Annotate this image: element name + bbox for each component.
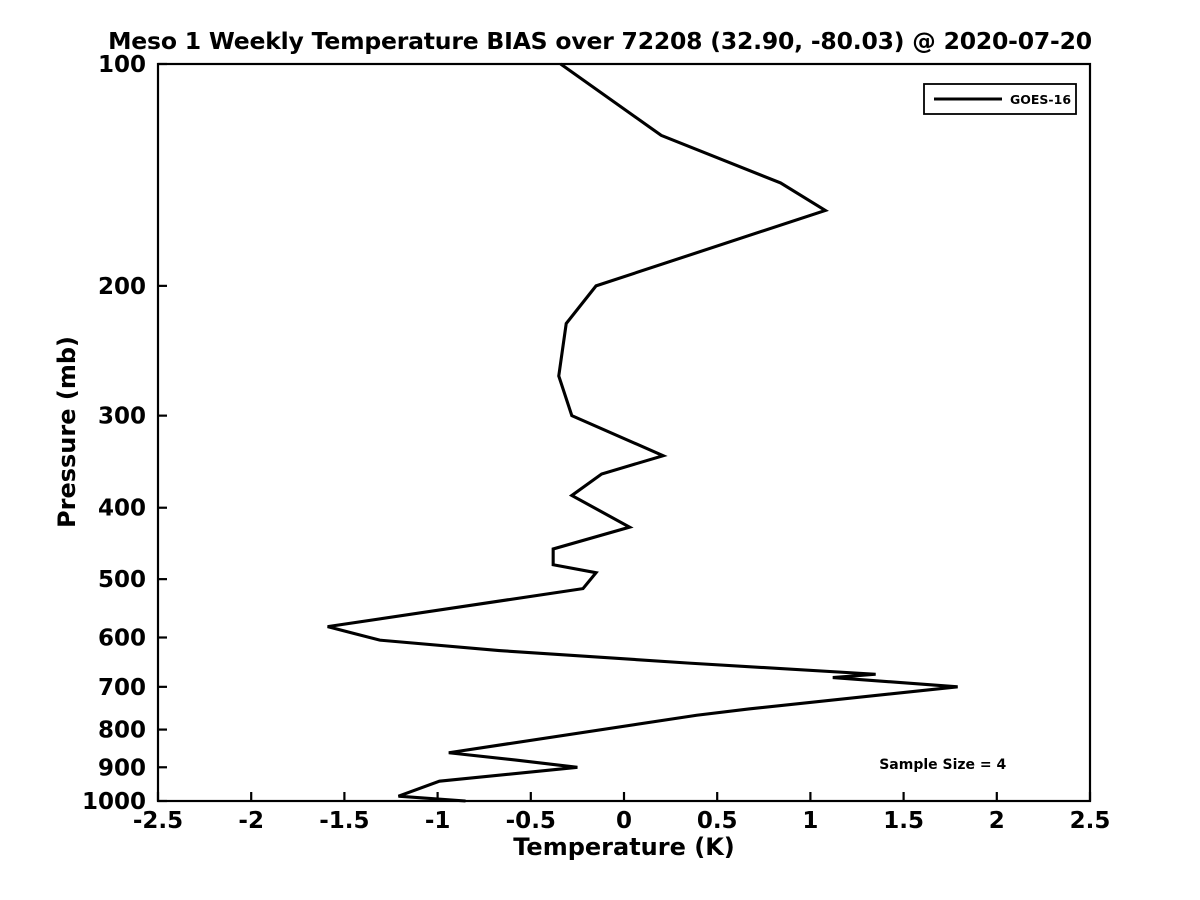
y-tick-label: 1000 <box>82 789 146 815</box>
y-tick-label: 500 <box>98 567 146 593</box>
x-tick-label: -0.5 <box>506 808 556 834</box>
x-tick-label: 1 <box>802 808 818 834</box>
series-line-goes-16[interactable] <box>327 62 958 803</box>
y-tick-label: 700 <box>98 675 146 701</box>
y-tick-label: 100 <box>98 52 146 78</box>
chart-title: Meso 1 Weekly Temperature BIAS over 7220… <box>108 27 1092 55</box>
x-tick-label: -2.5 <box>133 808 183 834</box>
x-axis-title: Temperature (K) <box>513 833 735 861</box>
x-tick-label: -2 <box>238 808 264 834</box>
y-axis-ticks: 100 200 300 400 500 600 700 800 900 1000 <box>82 52 167 815</box>
x-tick-label: -1 <box>425 808 451 834</box>
data-series-group[interactable] <box>327 62 958 803</box>
sample-size-annotation: Sample Size = 4 <box>879 757 1006 773</box>
x-tick-label: 2.5 <box>1070 808 1111 834</box>
y-tick-label: 200 <box>98 274 146 300</box>
x-tick-label: 0.5 <box>697 808 738 834</box>
x-tick-label: 0 <box>616 808 632 834</box>
y-tick-label: 900 <box>98 755 146 781</box>
y-axis-title: Pressure (mb) <box>53 336 81 528</box>
chart-legend[interactable]: GOES-16 <box>923 83 1077 115</box>
chart-annotations: Sample Size = 4 <box>879 757 1006 773</box>
y-tick-label: 600 <box>98 625 146 651</box>
y-tick-label: 800 <box>98 718 146 744</box>
x-tick-label: -1.5 <box>319 808 369 834</box>
legend-label[interactable]: GOES-16 <box>1010 92 1071 107</box>
x-axis-ticks: -2.5 -2 -1.5 -1 -0.5 0 0.5 1 1.5 2 2.5 <box>133 792 1111 834</box>
x-tick-label: 1.5 <box>883 808 924 834</box>
x-tick-label: 2 <box>989 808 1005 834</box>
y-tick-label: 300 <box>98 404 146 430</box>
y-tick-label: 400 <box>98 496 146 522</box>
plot-frame <box>156 62 1092 803</box>
